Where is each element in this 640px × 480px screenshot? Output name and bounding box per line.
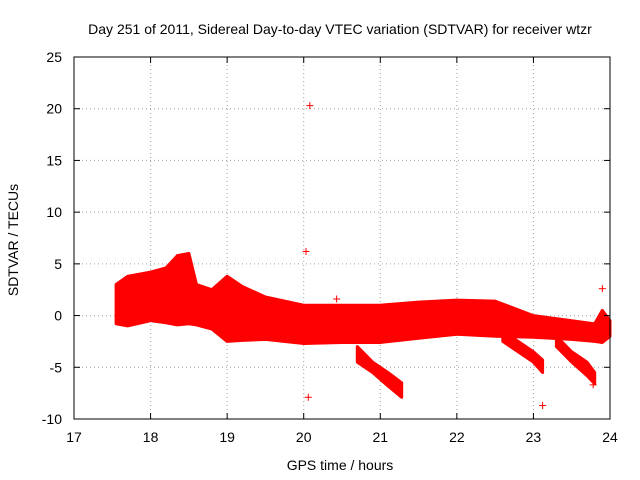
- sdtvar-tail-band: [501, 329, 545, 374]
- y-tick-label: -5: [50, 359, 63, 375]
- outlier-point: [539, 402, 547, 410]
- y-tick-label: -10: [42, 411, 62, 427]
- sdtvar-tail-band: [355, 345, 404, 399]
- outlier-point: [598, 285, 606, 293]
- data-band-layer: [114, 252, 612, 399]
- outlier-point: [589, 381, 597, 389]
- y-tick-label: 0: [54, 308, 62, 324]
- sdtvar-tail-band: [554, 334, 597, 386]
- y-tick-label: 20: [46, 101, 62, 117]
- x-tick-label: 24: [602, 429, 618, 445]
- y-tick-label: 10: [46, 204, 62, 220]
- y-axis-title: SDTVAR / TECUs: [5, 184, 21, 296]
- x-tick-label: 18: [143, 429, 159, 445]
- x-axis-title: GPS time / hours: [287, 457, 394, 473]
- y-tick-label: 5: [54, 256, 62, 272]
- tick-layer: [73, 56, 611, 420]
- x-tick-label: 21: [372, 429, 388, 445]
- sdtvar-main-band: [114, 252, 612, 345]
- x-tick-label: 19: [219, 429, 235, 445]
- outlier-point: [333, 295, 341, 303]
- y-tick-label: 15: [46, 152, 62, 168]
- outlier-point: [302, 247, 310, 255]
- x-tick-labels: 17 18 19 20 21 22 23 24: [66, 429, 618, 445]
- outlier-point: [306, 102, 314, 110]
- plot-frame: [73, 56, 611, 420]
- x-tick-label: 22: [449, 429, 465, 445]
- x-tick-label: 17: [66, 429, 82, 445]
- grid-layer: [74, 57, 610, 419]
- x-tick-label: 23: [526, 429, 542, 445]
- y-tick-label: 25: [46, 49, 62, 65]
- outlier-point: [304, 393, 312, 401]
- chart-title: Day 251 of 2011, Sidereal Day-to-day VTE…: [88, 21, 592, 37]
- x-tick-label: 20: [296, 429, 312, 445]
- outlier-layer: [302, 102, 606, 410]
- y-tick-labels: -10 -5 0 5 10 15 20 25: [42, 49, 62, 427]
